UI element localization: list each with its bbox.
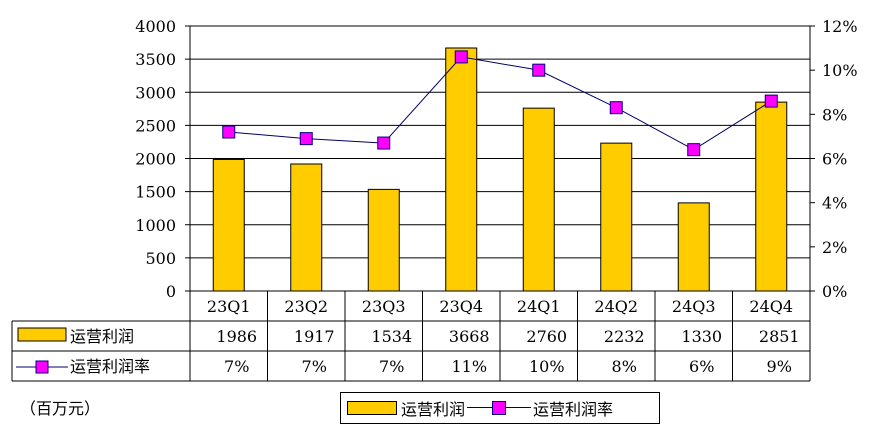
right-tick-label: 8% xyxy=(822,105,847,124)
legend-item-line: 运营利润率 xyxy=(465,396,613,420)
category-label: 24Q4 xyxy=(749,297,793,316)
right-tick-label: 0% xyxy=(822,282,847,301)
bar-23Q1 xyxy=(212,158,245,292)
left-tick-label: 0 xyxy=(166,282,176,301)
row-label: 运营利润率 xyxy=(70,357,150,376)
bar-24Q2 xyxy=(600,142,633,292)
bar-swatch xyxy=(347,401,397,415)
bar-24Q1 xyxy=(522,107,555,292)
bar-24Q4 xyxy=(755,101,788,292)
table-cell: 9% xyxy=(767,357,792,376)
category-label: 24Q3 xyxy=(672,297,716,316)
legend-bar-label: 运营利润 xyxy=(401,400,466,419)
legend-line-label: 运营利润率 xyxy=(533,400,614,419)
category-label: 23Q3 xyxy=(362,297,406,316)
table-cell: 1986 xyxy=(216,327,257,346)
table-cell: 2851 xyxy=(759,327,800,346)
marker-23Q2 xyxy=(299,132,313,146)
axes xyxy=(185,25,815,292)
left-tick-label: 3000 xyxy=(135,83,176,102)
table-cell: 11% xyxy=(451,357,487,376)
right-tick-label: 6% xyxy=(822,150,847,169)
table-cell: 1917 xyxy=(294,327,335,346)
category-label: 24Q2 xyxy=(594,297,638,316)
right-tick-label: 10% xyxy=(822,61,858,80)
bar-23Q3 xyxy=(367,188,400,292)
table-cell: 10% xyxy=(529,357,565,376)
bar-series xyxy=(212,47,788,292)
grid-lines xyxy=(190,25,810,292)
right-axis-ticks: 0% 2% 4% 6% 8% 10% 12% xyxy=(822,17,858,301)
left-tick-label: 4000 xyxy=(135,17,176,36)
marker-23Q1 xyxy=(222,125,236,139)
right-tick-label: 2% xyxy=(822,238,847,257)
category-label: 23Q2 xyxy=(284,297,328,316)
table-cell: 1330 xyxy=(681,327,722,346)
left-axis-ticks: 0 500 1000 1500 2000 2500 3000 3500 4000 xyxy=(135,17,176,301)
table-cell: 7% xyxy=(302,357,327,376)
table-cell: 3668 xyxy=(449,327,490,346)
line-series xyxy=(222,50,778,157)
table-cell: 1534 xyxy=(371,327,412,346)
table-cell: 7% xyxy=(379,357,404,376)
table-cell: 7% xyxy=(224,357,249,376)
marker-24Q1 xyxy=(532,63,546,77)
table-cell: 8% xyxy=(612,357,637,376)
marker-24Q3 xyxy=(687,143,701,157)
marker-24Q2 xyxy=(609,101,623,115)
right-tick-label: 12% xyxy=(822,17,858,36)
bar-23Q2 xyxy=(290,163,323,292)
category-label: 23Q4 xyxy=(439,297,483,316)
data-table: 23Q1 23Q2 23Q3 23Q4 24Q1 24Q2 24Q3 24Q4 1986 1917… xyxy=(11,290,811,382)
left-tick-label: 3500 xyxy=(135,50,176,69)
bar-23Q4 xyxy=(445,47,478,292)
left-tick-label: 1000 xyxy=(135,216,176,235)
category-label: 23Q1 xyxy=(207,297,251,316)
category-label: 24Q1 xyxy=(517,297,561,316)
unit-label: （百万元） xyxy=(20,399,101,418)
row-marker-swatch xyxy=(35,360,49,374)
table-cell: 2760 xyxy=(526,327,567,346)
row-bar-swatch xyxy=(17,327,67,342)
left-tick-label: 2500 xyxy=(135,116,176,135)
marker-24Q4 xyxy=(764,94,778,108)
row-label: 运营利润 xyxy=(70,327,134,346)
left-tick-label: 1500 xyxy=(135,183,176,202)
bar-24Q3 xyxy=(677,202,710,292)
right-tick-label: 4% xyxy=(822,194,847,213)
legend: 运营利润 运营利润率 xyxy=(340,392,660,424)
table-cell: 6% xyxy=(689,357,714,376)
line-swatch xyxy=(467,401,532,415)
marker-23Q4 xyxy=(454,50,468,64)
marker-23Q3 xyxy=(377,136,391,150)
legend-item-bar: 运营利润 xyxy=(341,396,465,420)
left-tick-label: 500 xyxy=(145,249,176,268)
left-tick-label: 2000 xyxy=(135,150,176,169)
margin-line xyxy=(228,56,772,151)
table-cell: 2232 xyxy=(604,327,645,346)
